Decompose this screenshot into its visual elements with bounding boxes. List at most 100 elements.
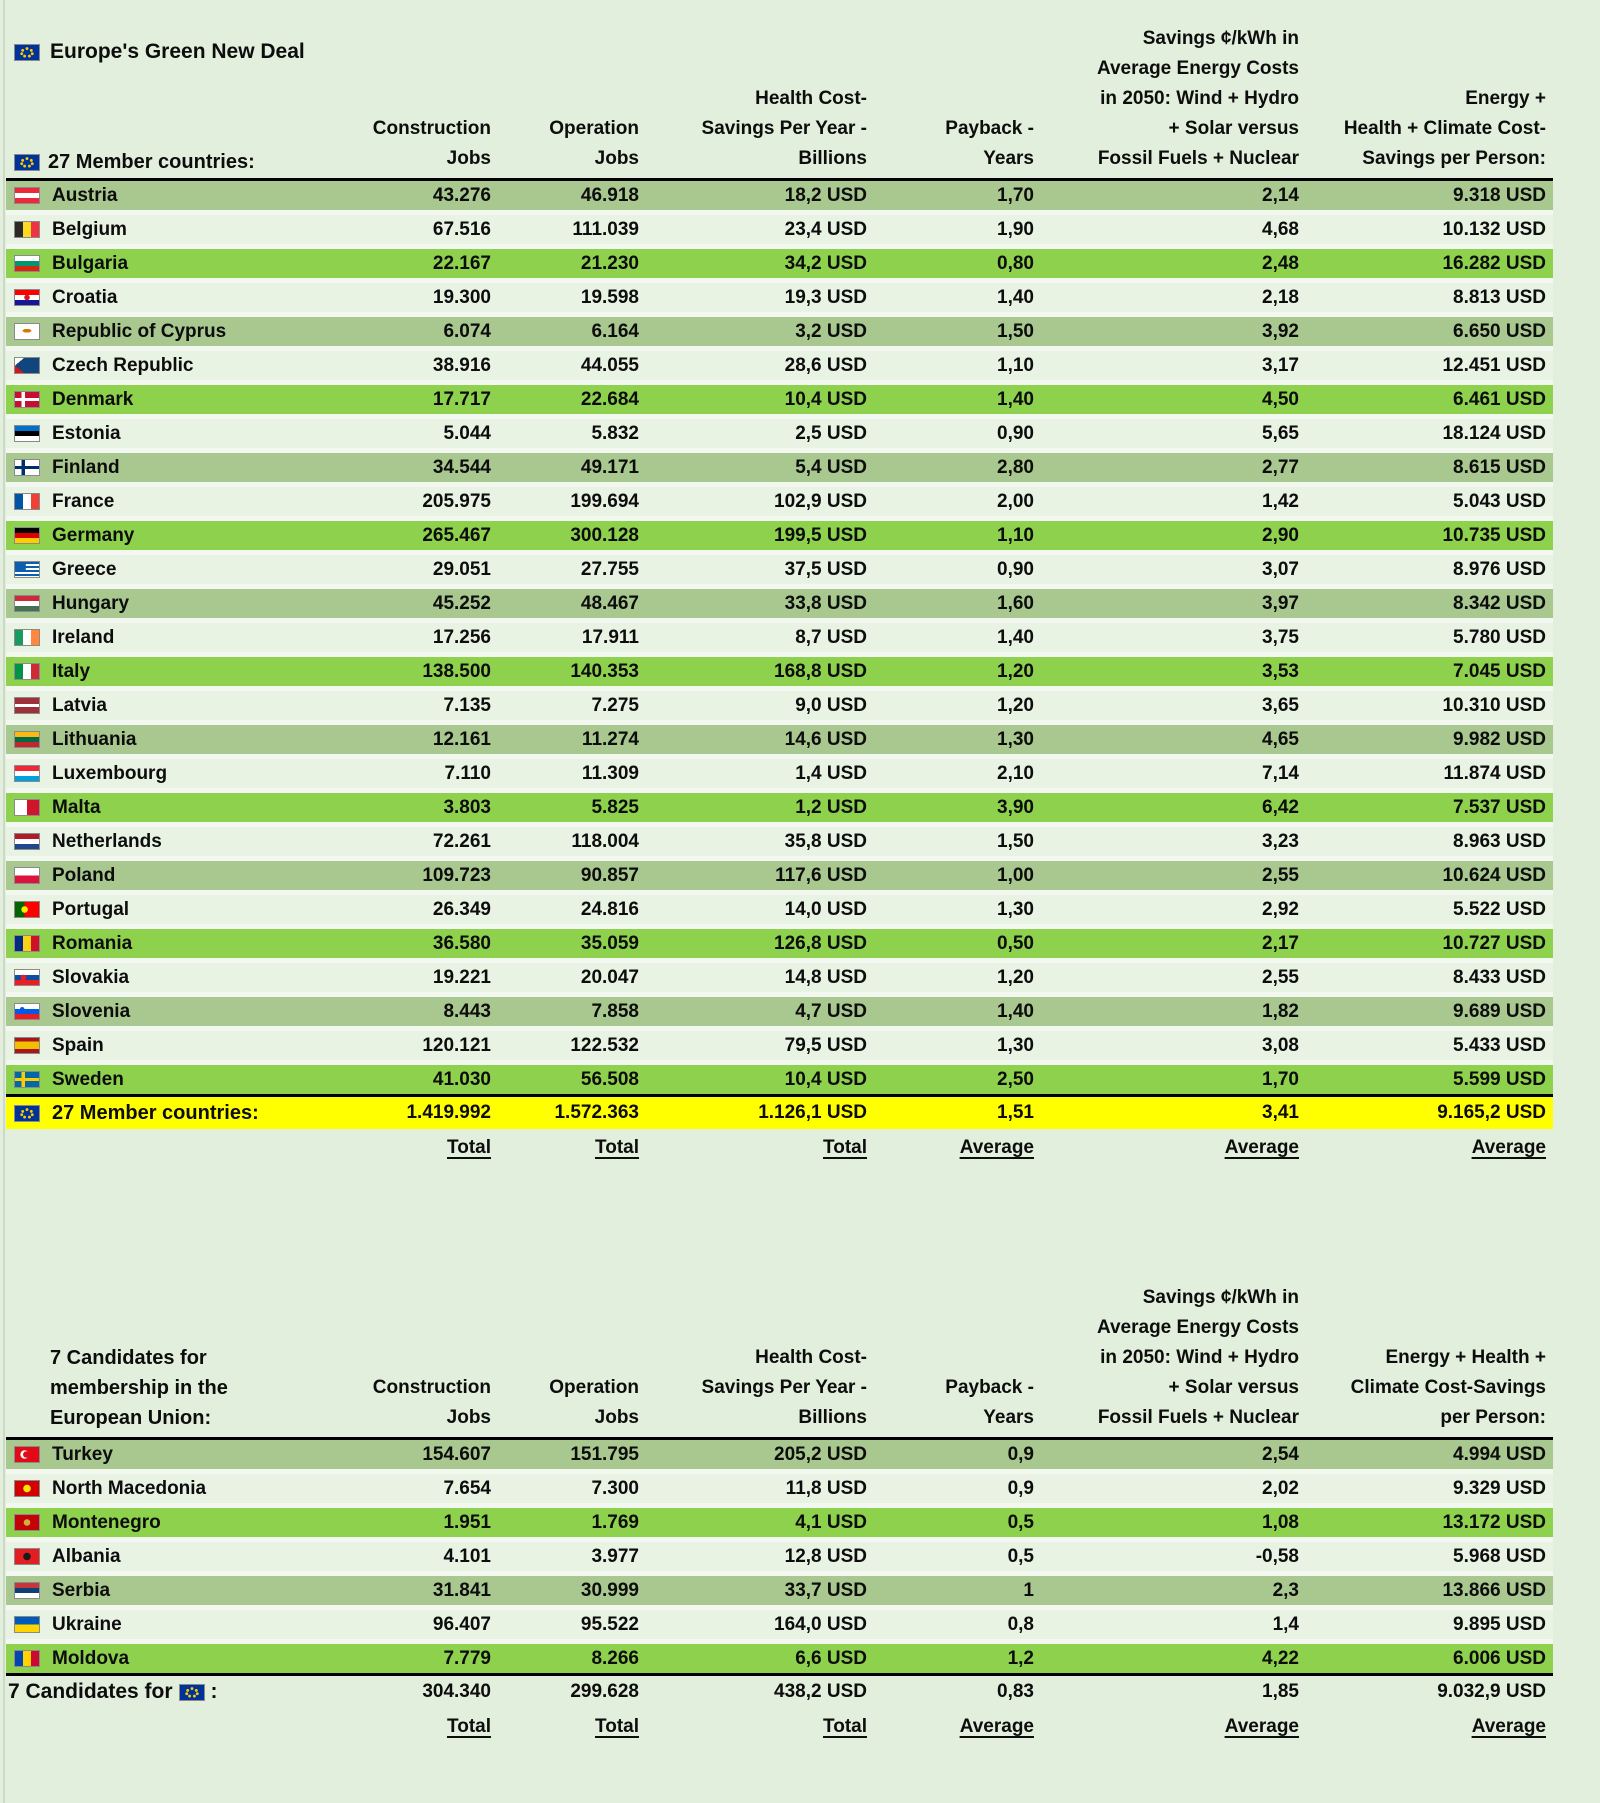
cell-payback-years: 0,90 <box>997 558 1034 580</box>
cell-health-savings: 4,7 USD <box>795 1000 867 1022</box>
country-name: Croatia <box>52 286 118 308</box>
col-header-construction-jobs: Construction Jobs <box>372 1377 491 1428</box>
cell-savings-per-person: 12.451 USD <box>1442 354 1546 376</box>
country-name: Montenegro <box>52 1511 161 1533</box>
cell-operation-jobs: 300.128 <box>570 524 639 546</box>
cell-health-savings: 2,5 USD <box>795 422 867 444</box>
cell-health-savings: 205,2 USD <box>774 1443 867 1465</box>
cell-savings-per-kwh: 3,75 <box>1262 626 1299 648</box>
country-name: Czech Republic <box>52 354 194 376</box>
country-name: North Macedonia <box>52 1477 207 1499</box>
country-name: Malta <box>52 796 101 818</box>
flag-icon-luxembourg <box>14 765 40 782</box>
cell-operation-jobs: 11.309 <box>581 762 639 784</box>
footer-label-average: Average <box>1224 1716 1299 1737</box>
row-estonia: Estonia 5.044 5.832 2,5 USD 0,90 5,65 18… <box>6 419 1553 448</box>
flag-icon-czech-republic <box>14 357 40 374</box>
cell-health-savings: 5,4 USD <box>795 456 867 478</box>
cell-health-savings: 33,8 USD <box>784 592 867 614</box>
country-name: Slovenia <box>52 1000 131 1022</box>
flag-icon-spain <box>14 1037 40 1054</box>
footer-label-total: Total <box>595 1716 639 1737</box>
cell-savings-per-kwh: 5,65 <box>1262 422 1299 444</box>
row-denmark: Denmark 17.717 22.684 10,4 USD 1,40 4,50… <box>6 385 1553 414</box>
candidates-table: 7 Candidates for membership in the Europ… <box>6 1271 1553 1746</box>
row-france: France 205.975 199.694 102,9 USD 2,00 1,… <box>6 487 1553 516</box>
country-name: Finland <box>52 456 120 478</box>
country-name: Serbia <box>52 1579 111 1601</box>
cell-construction-jobs: 67.516 <box>432 218 491 240</box>
cell-payback-years: 0,80 <box>997 252 1034 274</box>
candidates-body: Turkey 154.607 151.795 205,2 USD 0,9 2,5… <box>6 1440 1553 1673</box>
cell-operation-jobs: 21.230 <box>580 252 639 274</box>
row-latvia: Latvia 7.135 7.275 9,0 USD 1,20 3,65 10.… <box>6 691 1553 720</box>
cell-construction-jobs: 34.544 <box>432 456 491 478</box>
cell-savings-per-kwh: 1,08 <box>1262 1511 1299 1533</box>
cell-payback-years: 1,10 <box>997 524 1034 546</box>
cell-operation-jobs: 17.911 <box>581 626 639 648</box>
cell-savings-per-kwh: 3,17 <box>1262 354 1299 376</box>
country-name: Estonia <box>52 422 121 444</box>
country-name: Ukraine <box>52 1613 122 1635</box>
cell-savings-per-person: 10.132 USD <box>1442 218 1546 240</box>
total-health-savings: 1.126,1 USD <box>758 1102 867 1123</box>
total-operation-jobs: 1.572.363 <box>554 1102 639 1123</box>
row-italy: Italy 138.500 140.353 168,8 USD 1,20 3,5… <box>6 657 1553 686</box>
col-header-payback-years: Payback - Years <box>945 1377 1034 1428</box>
cell-operation-jobs: 5.825 <box>591 796 639 818</box>
flag-icon-germany <box>14 527 40 544</box>
cell-operation-jobs: 118.004 <box>571 830 639 852</box>
cell-savings-per-kwh: 3,97 <box>1262 592 1299 614</box>
flag-icon-romania <box>14 935 40 952</box>
page-title: Europe's Green New Deal <box>50 40 305 63</box>
cell-payback-years: 1,20 <box>997 966 1034 988</box>
cell-payback-years: 1,30 <box>997 898 1034 920</box>
row-luxembourg: Luxembourg 7.110 11.309 1,4 USD 2,10 7,1… <box>6 759 1553 788</box>
country-name: Slovakia <box>52 966 130 988</box>
cell-payback-years: 2,10 <box>997 762 1034 784</box>
cell-operation-jobs: 122.532 <box>570 1034 639 1056</box>
cell-health-savings: 10,4 USD <box>784 1068 867 1090</box>
country-name: Bulgaria <box>52 252 129 274</box>
col-header-payback-years: Payback - Years <box>945 118 1034 169</box>
cell-savings-per-person: 5.043 USD <box>1453 490 1546 512</box>
row-moldova: Moldova 7.779 8.266 6,6 USD 1,2 4,22 6.0… <box>6 1644 1553 1673</box>
cell-health-savings: 34,2 USD <box>784 252 867 274</box>
row-romania: Romania 36.580 35.059 126,8 USD 0,50 2,1… <box>6 929 1553 958</box>
row-czech-republic: Czech Republic 38.916 44.055 28,6 USD 1,… <box>6 351 1553 380</box>
eu-members-total-row: 27 Member countries: 1.419.992 1.572.363… <box>6 1094 1553 1129</box>
cell-payback-years: 1,00 <box>997 864 1034 886</box>
cell-payback-years: 1,30 <box>997 728 1034 750</box>
flag-icon-france <box>14 493 40 510</box>
cell-construction-jobs: 120.121 <box>422 1034 491 1056</box>
flag-icon-lithuania <box>14 731 40 748</box>
cell-operation-jobs: 44.055 <box>580 354 639 376</box>
cell-construction-jobs: 1.951 <box>443 1511 491 1533</box>
cell-savings-per-kwh: 4,50 <box>1262 388 1299 410</box>
cell-payback-years: 0,5 <box>1007 1545 1034 1567</box>
flag-icon-latvia <box>14 697 40 714</box>
flag-icon-bulgaria <box>14 255 40 272</box>
flag-icon-turkey <box>14 1446 40 1463</box>
cell-savings-per-kwh: 2,90 <box>1262 524 1299 546</box>
cell-construction-jobs: 19.300 <box>432 286 491 308</box>
flag-icon-serbia <box>14 1582 40 1599</box>
row-croatia: Croatia 19.300 19.598 19,3 USD 1,40 2,18… <box>6 283 1553 312</box>
flag-icon-croatia <box>14 289 40 306</box>
cell-savings-per-kwh: 1,70 <box>1262 1068 1299 1090</box>
flag-icon-montenegro <box>14 1514 40 1531</box>
eu-members-footer-labels: Total Total Total Average Average Averag… <box>6 1129 1553 1167</box>
country-name: Austria <box>52 184 118 206</box>
cell-savings-per-kwh: 2,17 <box>1262 932 1299 954</box>
country-name: Germany <box>52 524 135 546</box>
row-slovakia: Slovakia 19.221 20.047 14,8 USD 1,20 2,5… <box>6 963 1553 992</box>
cell-construction-jobs: 265.467 <box>422 524 491 546</box>
cell-savings-per-person: 13.866 USD <box>1442 1579 1546 1601</box>
cell-operation-jobs: 3.977 <box>591 1545 639 1567</box>
cell-operation-jobs: 46.918 <box>580 184 639 206</box>
cell-payback-years: 0,9 <box>1007 1443 1034 1465</box>
cell-savings-per-person: 6.650 USD <box>1453 320 1546 342</box>
cell-construction-jobs: 22.167 <box>432 252 491 274</box>
cell-savings-per-person: 8.615 USD <box>1453 456 1546 478</box>
footer-label-total: Total <box>595 1137 639 1158</box>
